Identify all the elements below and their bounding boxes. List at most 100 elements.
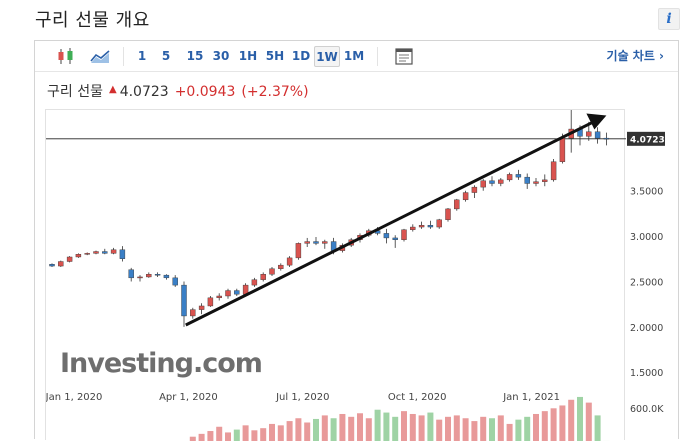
x-tick-label: Jul 1, 2020 [275,392,329,403]
candle-body [516,174,521,177]
volume-bar [524,417,530,441]
candle-body [94,252,99,254]
trend-arrow-head [586,113,606,129]
instrument-name: 구리 선물 [47,84,103,100]
candlestick-chart-icon[interactable] [55,46,77,67]
timeframe-30[interactable]: 30 [211,46,231,67]
candle-body [252,280,257,285]
x-tick-label: Oct 1, 2020 [388,392,447,403]
volume-bar [498,415,504,441]
timeframe-1w[interactable]: 1W [314,46,340,67]
volume-bar [586,403,592,441]
candle-body [155,274,160,275]
volume-bar [533,414,539,441]
y-tick-label: 2.5000 [630,277,663,288]
volume-bar [207,431,213,441]
volume-tick-label: 600.0K [630,404,664,415]
info-icon[interactable]: i [658,8,680,30]
candle-body [498,180,503,184]
volume-bar [559,405,565,441]
candle-body [428,225,433,227]
last-price: 4.0723 [120,84,169,100]
candle-body [446,209,451,220]
volume-bar [507,424,513,441]
volume-bar [568,400,574,441]
volume-bar [577,397,583,441]
candle-body [76,254,81,257]
timeframe-1d[interactable]: 1D [290,46,312,67]
volume-bar [348,417,354,441]
volume-bar [383,413,389,441]
volume-bar [410,414,416,441]
candle-body [393,238,398,240]
candle-body [270,269,275,274]
candle-body [604,138,609,139]
volume-bar [251,430,257,441]
candle-body [463,193,468,200]
timeframe-1h[interactable]: 1H [237,46,259,67]
toolbar-divider [377,47,378,66]
volume-bar [287,421,293,441]
candle-body [129,270,134,278]
timeframe-5[interactable]: 5 [159,46,173,67]
technical-chart-link[interactable]: 기술 차트 › [607,46,664,67]
volume-bar [331,418,337,441]
candle-body [322,242,327,244]
volume-bar [551,408,557,441]
volume-bar [515,420,521,441]
candle-body [481,181,486,187]
y-tick-label: 3.0000 [630,232,663,243]
candle-body [525,177,530,183]
volume-bar [357,413,363,441]
quote-line: 구리 선물▲4.0723+0.0943(+2.37%) [47,81,309,101]
candle-body [314,242,319,244]
candle-body [278,265,283,269]
timeframe-5h[interactable]: 5H [264,46,286,67]
volume-bar [471,421,477,441]
volume-bar [401,411,407,441]
volume-bar [269,424,275,441]
volume-bar [304,423,310,441]
volume-bar [225,432,231,441]
trend-arrow-line [186,119,599,325]
volume-bar [366,418,372,441]
volume-bar [392,417,398,441]
candle-body [454,200,459,209]
current-price-label: 4.0723 [630,135,665,145]
volume-bar [313,419,319,441]
candle-body [437,220,442,227]
candle-body [534,182,539,184]
candle-body [296,243,301,258]
timeframe-1m[interactable]: 1M [342,46,366,67]
y-tick-label: 2.0000 [630,323,663,334]
candle-body [138,277,143,278]
volume-bar [445,417,451,441]
candle-body [50,264,55,266]
toolbar-divider [123,47,124,66]
volume-bar [436,420,442,441]
volume-bar [542,411,548,441]
candle-body [164,275,169,278]
x-tick-label: Jan 1, 2020 [46,392,102,403]
volume-bar [260,428,266,441]
candle-body [120,250,125,259]
candle-body [208,298,213,306]
volume-bar [463,418,469,441]
timeframe-15[interactable]: 15 [185,46,205,67]
area-chart-icon[interactable] [89,46,111,67]
candle-body [419,225,424,227]
candle-body [190,310,195,316]
candle-body [58,262,63,267]
candle-body [217,296,222,298]
candle-body [542,180,547,182]
candle-body [490,181,495,184]
volume-bar [595,415,601,441]
timeframe-1[interactable]: 1 [135,46,149,67]
news-icon[interactable] [393,46,415,67]
candle-body [410,227,415,230]
y-tick-label: 3.5000 [630,187,663,198]
chart-panel: 1 5 15 30 1H 5H 1D 1W 1M 기술 차트 › 구리 선물▲4… [34,40,679,439]
page-title: 구리 선물 개요 [35,6,150,32]
